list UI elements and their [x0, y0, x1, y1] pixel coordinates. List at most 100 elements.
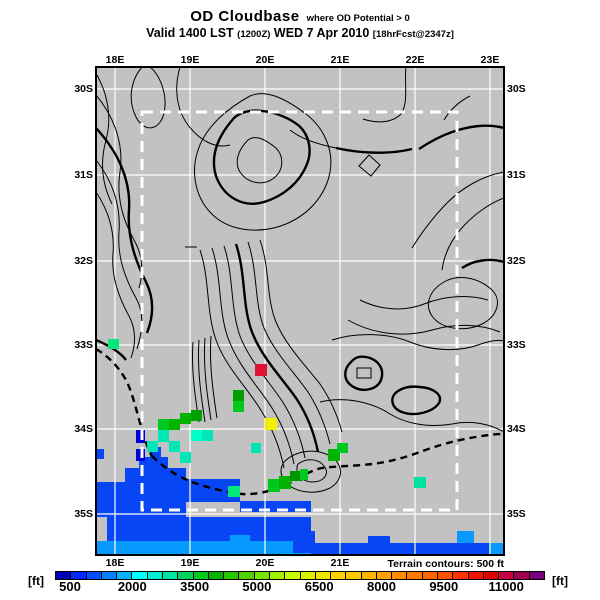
colorbar-segment	[239, 572, 254, 579]
terrain-contour-thin	[130, 67, 166, 129]
terrain-contour-thin	[96, 191, 135, 359]
cloudbase-colorbar	[55, 571, 545, 580]
cloudbase-cell	[414, 477, 426, 488]
colorbar-segment	[315, 572, 331, 579]
cloudbase-cell	[147, 441, 158, 452]
cloudbase-cell	[191, 410, 202, 421]
valid-date: WED 7 Apr 2010	[273, 26, 370, 40]
colorbar-segment	[254, 572, 269, 579]
terrain-contour-thin	[199, 249, 285, 469]
colorbar-segment	[514, 572, 529, 579]
colorbar-segment	[285, 572, 300, 579]
lat-label-left: 35S	[74, 508, 93, 520]
colorbar-segment	[101, 572, 117, 579]
terrain-contour-thick	[418, 124, 504, 150]
cloudbase-cell	[290, 471, 303, 481]
terrain-contour-thin	[359, 296, 489, 310]
ocean-cloudbase-cell	[293, 531, 315, 553]
colorbar-segment	[208, 572, 224, 579]
terrain-contour-thick	[212, 109, 311, 205]
ocean-cloudbase-cell	[107, 517, 311, 541]
colorbar-segment	[56, 572, 71, 579]
terrain-contour-thin	[247, 241, 331, 445]
lat-label-left: 34S	[74, 423, 93, 435]
terrain-contour-thin	[194, 93, 332, 231]
cloudbase-cell	[158, 419, 169, 430]
terrain-contour-thin	[428, 277, 498, 330]
terrain-contour-thick	[234, 243, 320, 453]
colorbar-tick-label: 5000	[242, 579, 272, 594]
domain-boundary-dashed	[140, 110, 459, 512]
cloudbase-cell	[265, 418, 277, 430]
cloudbase-cell	[268, 479, 280, 492]
ocean-cloudbase-cell	[368, 536, 390, 555]
cloudbase-cell	[279, 476, 291, 489]
title-main: OD Cloudbase	[190, 8, 300, 25]
title-qualifier: where OD Potential > 0	[306, 13, 410, 24]
terrain-contour-thin	[259, 239, 343, 433]
terrain-contours-note: Terrain contours: 500 ft	[387, 558, 505, 570]
colorbar-segment	[117, 572, 132, 579]
colorbar-tick-label: 6500	[304, 579, 334, 594]
lon-label-top: 18E	[105, 54, 125, 66]
lon-label-top: 22E	[405, 54, 425, 66]
lon-label-bottom: 21E	[330, 557, 350, 569]
terrain-contour-thin	[203, 337, 212, 421]
colorbar-segment	[483, 572, 499, 579]
colorbar-segment	[422, 572, 438, 579]
terrain-contour-thin	[411, 171, 504, 249]
cloudbase-cell	[233, 390, 244, 401]
colorbar-segment	[147, 572, 162, 579]
terrain-contour-thin	[319, 399, 504, 433]
colorbar-tick-label: 3500	[180, 579, 210, 594]
terrain-contour-thick	[96, 338, 127, 361]
coastline	[151, 432, 504, 496]
lat-label-left: 30S	[74, 83, 93, 95]
colorbar-segment	[499, 572, 514, 579]
colorbar-segment	[224, 572, 239, 579]
colorbar-segment	[392, 572, 407, 579]
ocean-cloudbase-cell	[489, 543, 504, 555]
colorbar-tick-label: 8000	[367, 579, 396, 594]
ocean-cloudbase-cell	[96, 482, 125, 517]
valid-utc: (1200Z)	[237, 29, 271, 40]
terrain-contour-thin	[211, 247, 295, 465]
colorbar-segment	[407, 572, 422, 579]
lon-label-top: 20E	[255, 54, 275, 66]
terrain-contour-thick	[461, 258, 504, 270]
terrain-contour-thick	[335, 146, 413, 154]
colorbar-tick-label: 500	[59, 579, 81, 594]
lat-label-right: 32S	[507, 255, 526, 267]
cloudbase-cell	[108, 339, 119, 349]
cloudbase-cell	[180, 452, 191, 463]
lat-label-right: 35S	[507, 508, 526, 520]
colorbar-segment	[376, 572, 392, 579]
cloudbase-cell	[337, 443, 348, 453]
colorbar-segment	[71, 572, 86, 579]
terrain-contour-thin	[362, 67, 407, 123]
colorbar-unit-right: [ft]	[552, 574, 568, 588]
colorbar-segment	[300, 572, 315, 579]
lon-label-bottom: 20E	[255, 557, 275, 569]
map-inner-group	[96, 67, 504, 555]
terrain-contour-thin	[347, 319, 501, 335]
lat-label-left: 31S	[74, 169, 93, 181]
terrain-contour-thick	[391, 385, 442, 416]
lon-label-bottom: 19E	[180, 557, 200, 569]
cloudbase-cell	[300, 469, 308, 480]
cloudbase-cell	[169, 419, 180, 430]
colorbar-segment	[193, 572, 208, 579]
lat-label-right: 30S	[507, 83, 526, 95]
lon-label-bottom: 18E	[105, 557, 125, 569]
colorbar-segment	[162, 572, 178, 579]
lon-label-top: 21E	[330, 54, 350, 66]
terrain-contour-thin	[441, 197, 504, 271]
terrain-contour-thin	[358, 154, 381, 177]
coastline	[96, 347, 154, 457]
colorbar-segment	[453, 572, 468, 579]
terrain-contour-thin	[197, 339, 206, 423]
colorbar-segment	[331, 572, 346, 579]
colorbar-unit-left: [ft]	[28, 574, 44, 588]
terrain-contour-thin	[236, 137, 283, 184]
